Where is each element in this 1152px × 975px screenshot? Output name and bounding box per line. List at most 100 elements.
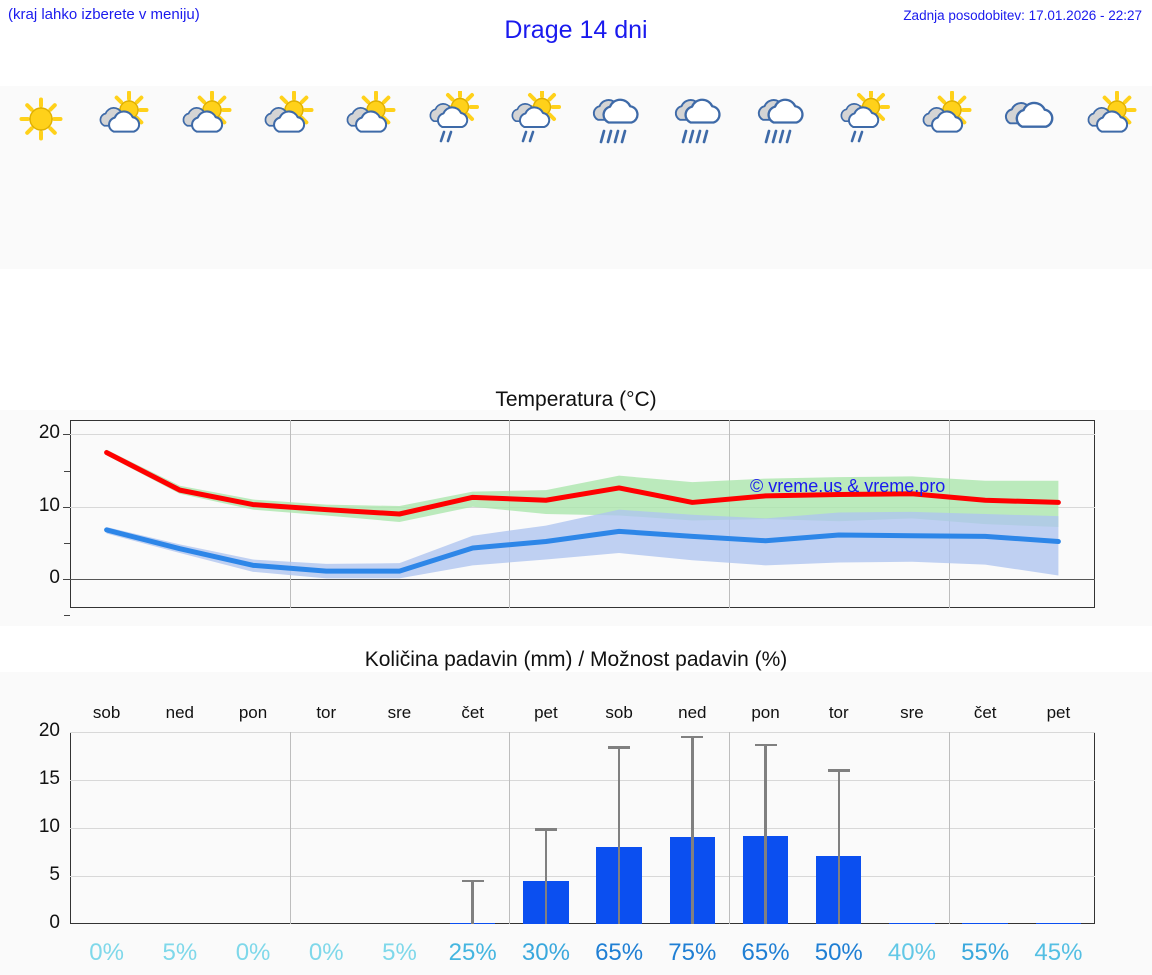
precipitation-error-bar-cap: [534, 828, 557, 831]
precipitation-probability-label: 55%: [961, 939, 1010, 966]
temperature-uncertainty-band: [106, 449, 1059, 528]
day-column[interactable]: [741, 86, 823, 269]
temperature-y-minor-tick: [64, 542, 70, 544]
cloud-rain-icon: [741, 90, 823, 148]
page-title: Drage 14 dni: [504, 16, 648, 44]
precipitation-error-bar: [471, 879, 474, 924]
precipitation-gridline-vertical: [509, 732, 511, 924]
day-column[interactable]: [823, 86, 905, 269]
temperature-gridline: [70, 434, 1095, 436]
precipitation-gridline-vertical: [289, 732, 291, 924]
precipitation-probability-label: 0%: [235, 939, 271, 966]
temperature-y-tick-mark: [63, 506, 70, 508]
temperature-uncertainty-band: [106, 509, 1059, 579]
precipitation-error-bar: [544, 828, 548, 924]
cloud-rain-icon: [658, 90, 740, 148]
daily-forecast-strip: [0, 86, 1152, 269]
precipitation-gridline: [70, 780, 1095, 781]
last-updated: Zadnja posodobitev: 17.01.2026 - 22:27: [903, 8, 1142, 23]
sun-cloud-rain-icon: [494, 90, 576, 148]
sun-behind-cloud-icon: [82, 90, 164, 148]
sun-behind-cloud-icon: [1070, 90, 1152, 148]
temperature-plot-area: 0 10 20 © vreme.us & vreme.pro: [0, 412, 1152, 626]
day-column[interactable]: [987, 86, 1069, 269]
precipitation-day-label: ned: [678, 703, 707, 722]
day-column[interactable]: [82, 86, 164, 269]
precipitation-gridline: [70, 828, 1095, 829]
temperature-line-series: [104, 527, 1061, 574]
precipitation-gridline-vertical: [948, 732, 950, 924]
cloud-rain-icon: [576, 90, 658, 148]
precipitation-day-label: sob: [92, 703, 121, 722]
precipitation-y-tick-label: 5: [49, 864, 60, 885]
precipitation-chart: Količina padavin (mm) / Možnost padavin …: [0, 640, 1152, 975]
precipitation-error-bar-cap: [754, 743, 777, 747]
sun-behind-cloud-icon: [329, 90, 411, 148]
precipitation-probability-label: 65%: [595, 939, 644, 966]
sun-behind-cloud-icon: [905, 90, 987, 148]
temperature-chart-title: Temperatura (°C): [0, 378, 1152, 411]
precipitation-error-bar: [617, 746, 621, 924]
precipitation-error-bar-cap: [608, 746, 631, 749]
sun-icon: [0, 90, 82, 148]
precipitation-day-label: pet: [1046, 703, 1071, 722]
precipitation-probability-label: 25%: [448, 939, 497, 966]
temperature-gridline-vertical: [289, 420, 291, 608]
precipitation-plot-area: sob ned pon tor sre čet pet sob ned pon tor sre čet p…: [0, 672, 1152, 975]
precipitation-gridline-vertical: [728, 732, 730, 924]
precipitation-day-label: tor: [316, 703, 337, 722]
precipitation-probability-label: 65%: [741, 939, 790, 966]
day-column[interactable]: [905, 86, 987, 269]
day-column[interactable]: [494, 86, 576, 269]
day-column[interactable]: [576, 86, 658, 269]
cloud-overcast-icon: [987, 90, 1069, 148]
temperature-y-minor-tick: [64, 470, 70, 472]
precipitation-day-label: pon: [238, 703, 268, 722]
menu-hint: (kraj lahko izberete v meniju): [8, 6, 200, 23]
day-column[interactable]: [411, 86, 493, 269]
temperature-gridline-vertical: [509, 420, 511, 608]
day-column[interactable]: [247, 86, 329, 269]
precipitation-probability-label: 0%: [89, 939, 124, 966]
precipitation-day-label: tor: [828, 703, 849, 722]
precipitation-probability-label: 5%: [382, 939, 417, 966]
precipitation-bar: [889, 922, 935, 924]
day-column[interactable]: [165, 86, 247, 269]
precipitation-probability-label: 40%: [887, 939, 936, 966]
precipitation-chart-title: Količina padavin (mm) / Možnost padavin …: [0, 640, 1152, 672]
precipitation-error-bar-cap: [827, 769, 850, 772]
day-column[interactable]: [1070, 86, 1152, 269]
precipitation-day-label: ned: [165, 703, 194, 722]
temperature-series-svg: [104, 449, 1061, 579]
sun-behind-cloud-icon: [165, 90, 247, 148]
precipitation-probability-label: 75%: [668, 939, 717, 966]
day-column[interactable]: [0, 86, 82, 269]
precipitation-day-label: sre: [900, 703, 924, 722]
precipitation-probability-label: 45%: [1034, 939, 1083, 966]
precipitation-gridline: [70, 876, 1095, 877]
precipitation-bar: [962, 922, 1008, 924]
temperature-y-minor-tick: [64, 615, 70, 617]
copyright-watermark: © vreme.us & vreme.pro: [750, 476, 946, 496]
temperature-gridline: [70, 579, 1095, 581]
precipitation-day-label: pon: [751, 703, 780, 722]
precipitation-error-bar: [691, 735, 694, 924]
day-column[interactable]: [329, 86, 411, 269]
precipitation-y-tick-label: 15: [38, 768, 60, 789]
precipitation-gridline: [70, 732, 1095, 733]
day-column[interactable]: [658, 86, 740, 269]
temperature-y-tick-label: 20: [38, 422, 60, 444]
page-header: (kraj lahko izberete v meniju) Drage 14 …: [0, 0, 1152, 62]
precipitation-error-bar-cap: [461, 879, 484, 883]
precipitation-probability-label: 30%: [521, 939, 570, 966]
precipitation-day-label: sre: [387, 703, 412, 722]
precipitation-probability-label: 50%: [814, 939, 863, 966]
precipitation-day-label: pet: [534, 703, 558, 722]
temperature-y-tick-label: 0: [49, 567, 60, 589]
sun-behind-cloud-icon: [247, 90, 329, 148]
temperature-chart: Temperatura (°C) 0 10 20 © vreme.us & vreme…: [0, 378, 1152, 626]
precipitation-y-tick-label: 20: [38, 720, 60, 741]
precipitation-y-tick-label: 10: [38, 816, 60, 837]
precipitation-day-label: čet: [973, 703, 997, 722]
